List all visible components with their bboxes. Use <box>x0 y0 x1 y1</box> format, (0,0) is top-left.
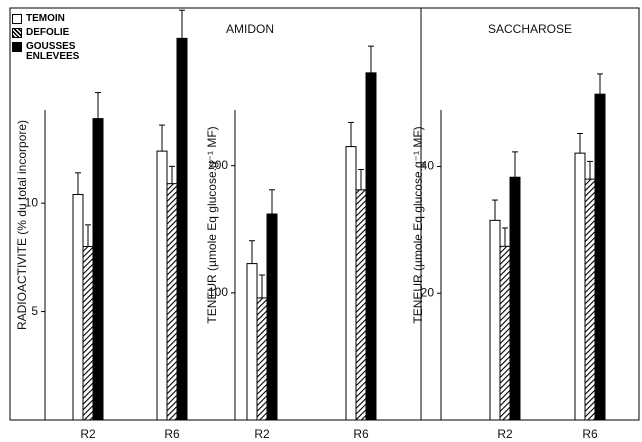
y-axis-label: TENEUR (µmole Eq glucose.g⁻¹ MF) <box>411 126 425 323</box>
bar <box>365 72 377 421</box>
x-tick-label: R6 <box>582 427 598 441</box>
y-axis-label: RADIOACTIVITE (% du total incorpore) <box>15 120 29 330</box>
bar <box>345 146 357 421</box>
bar <box>72 193 84 421</box>
bar <box>489 219 501 421</box>
legend-item: DEFOLIE <box>12 28 96 38</box>
legend: TEMOIN DEFOLIE GOUSSES ENLEVEES <box>12 14 96 66</box>
bar <box>594 93 606 421</box>
legend-label: TEMOIN <box>26 13 65 24</box>
frame <box>9 7 640 421</box>
legend-label: GOUSSES ENLEVEES <box>26 41 80 62</box>
legend-label: DEFOLIE <box>26 27 70 38</box>
bar <box>266 213 278 421</box>
y-tick-label: 5 <box>31 304 38 318</box>
bar <box>355 189 367 421</box>
y-tick-label: 20 <box>421 285 435 299</box>
y-tick-label: 10 <box>25 195 39 209</box>
x-tick-label: R2 <box>80 427 96 441</box>
x-tick-label: R6 <box>164 427 180 441</box>
bar <box>166 183 178 421</box>
panel-title: SACCHAROSE <box>488 22 572 36</box>
legend-swatch <box>12 42 22 52</box>
legend-item: GOUSSES ENLEVEES <box>12 42 96 62</box>
bar <box>509 176 521 421</box>
bar <box>156 150 168 421</box>
x-tick-label: R6 <box>353 427 369 441</box>
y-tick-label: 100 <box>208 285 228 299</box>
y-tick-label: 200 <box>208 158 228 172</box>
bar <box>574 152 586 421</box>
bar <box>82 246 94 421</box>
bar <box>499 245 511 421</box>
legend-item: TEMOIN <box>12 14 96 24</box>
bar <box>246 263 258 421</box>
x-tick-label: R2 <box>254 427 270 441</box>
y-tick-label: 40 <box>421 159 435 173</box>
x-tick-label: R2 <box>497 427 513 441</box>
legend-swatch <box>12 28 22 38</box>
bar <box>584 178 596 421</box>
panel-title: AMIDON <box>226 22 274 36</box>
bar <box>256 297 268 421</box>
y-axis-label: TENEUR (µmole Eq glucose.g⁻¹ MF) <box>205 126 219 323</box>
bar <box>176 37 188 421</box>
bar <box>92 118 104 421</box>
legend-swatch <box>12 14 22 24</box>
